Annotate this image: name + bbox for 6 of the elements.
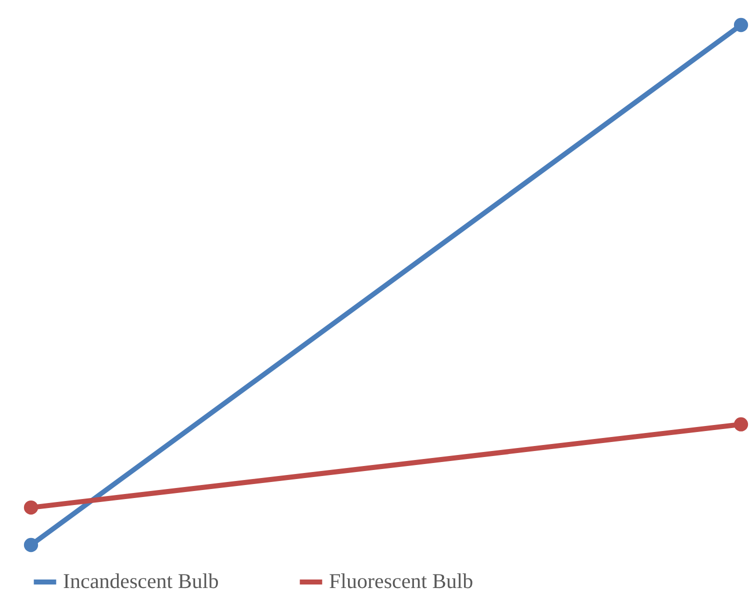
point	[24, 538, 38, 552]
legend-label: Fluorescent Bulb	[329, 569, 474, 593]
legend-label: Incandescent Bulb	[63, 569, 219, 593]
point	[734, 18, 748, 32]
point	[734, 417, 748, 432]
point	[24, 500, 38, 515]
